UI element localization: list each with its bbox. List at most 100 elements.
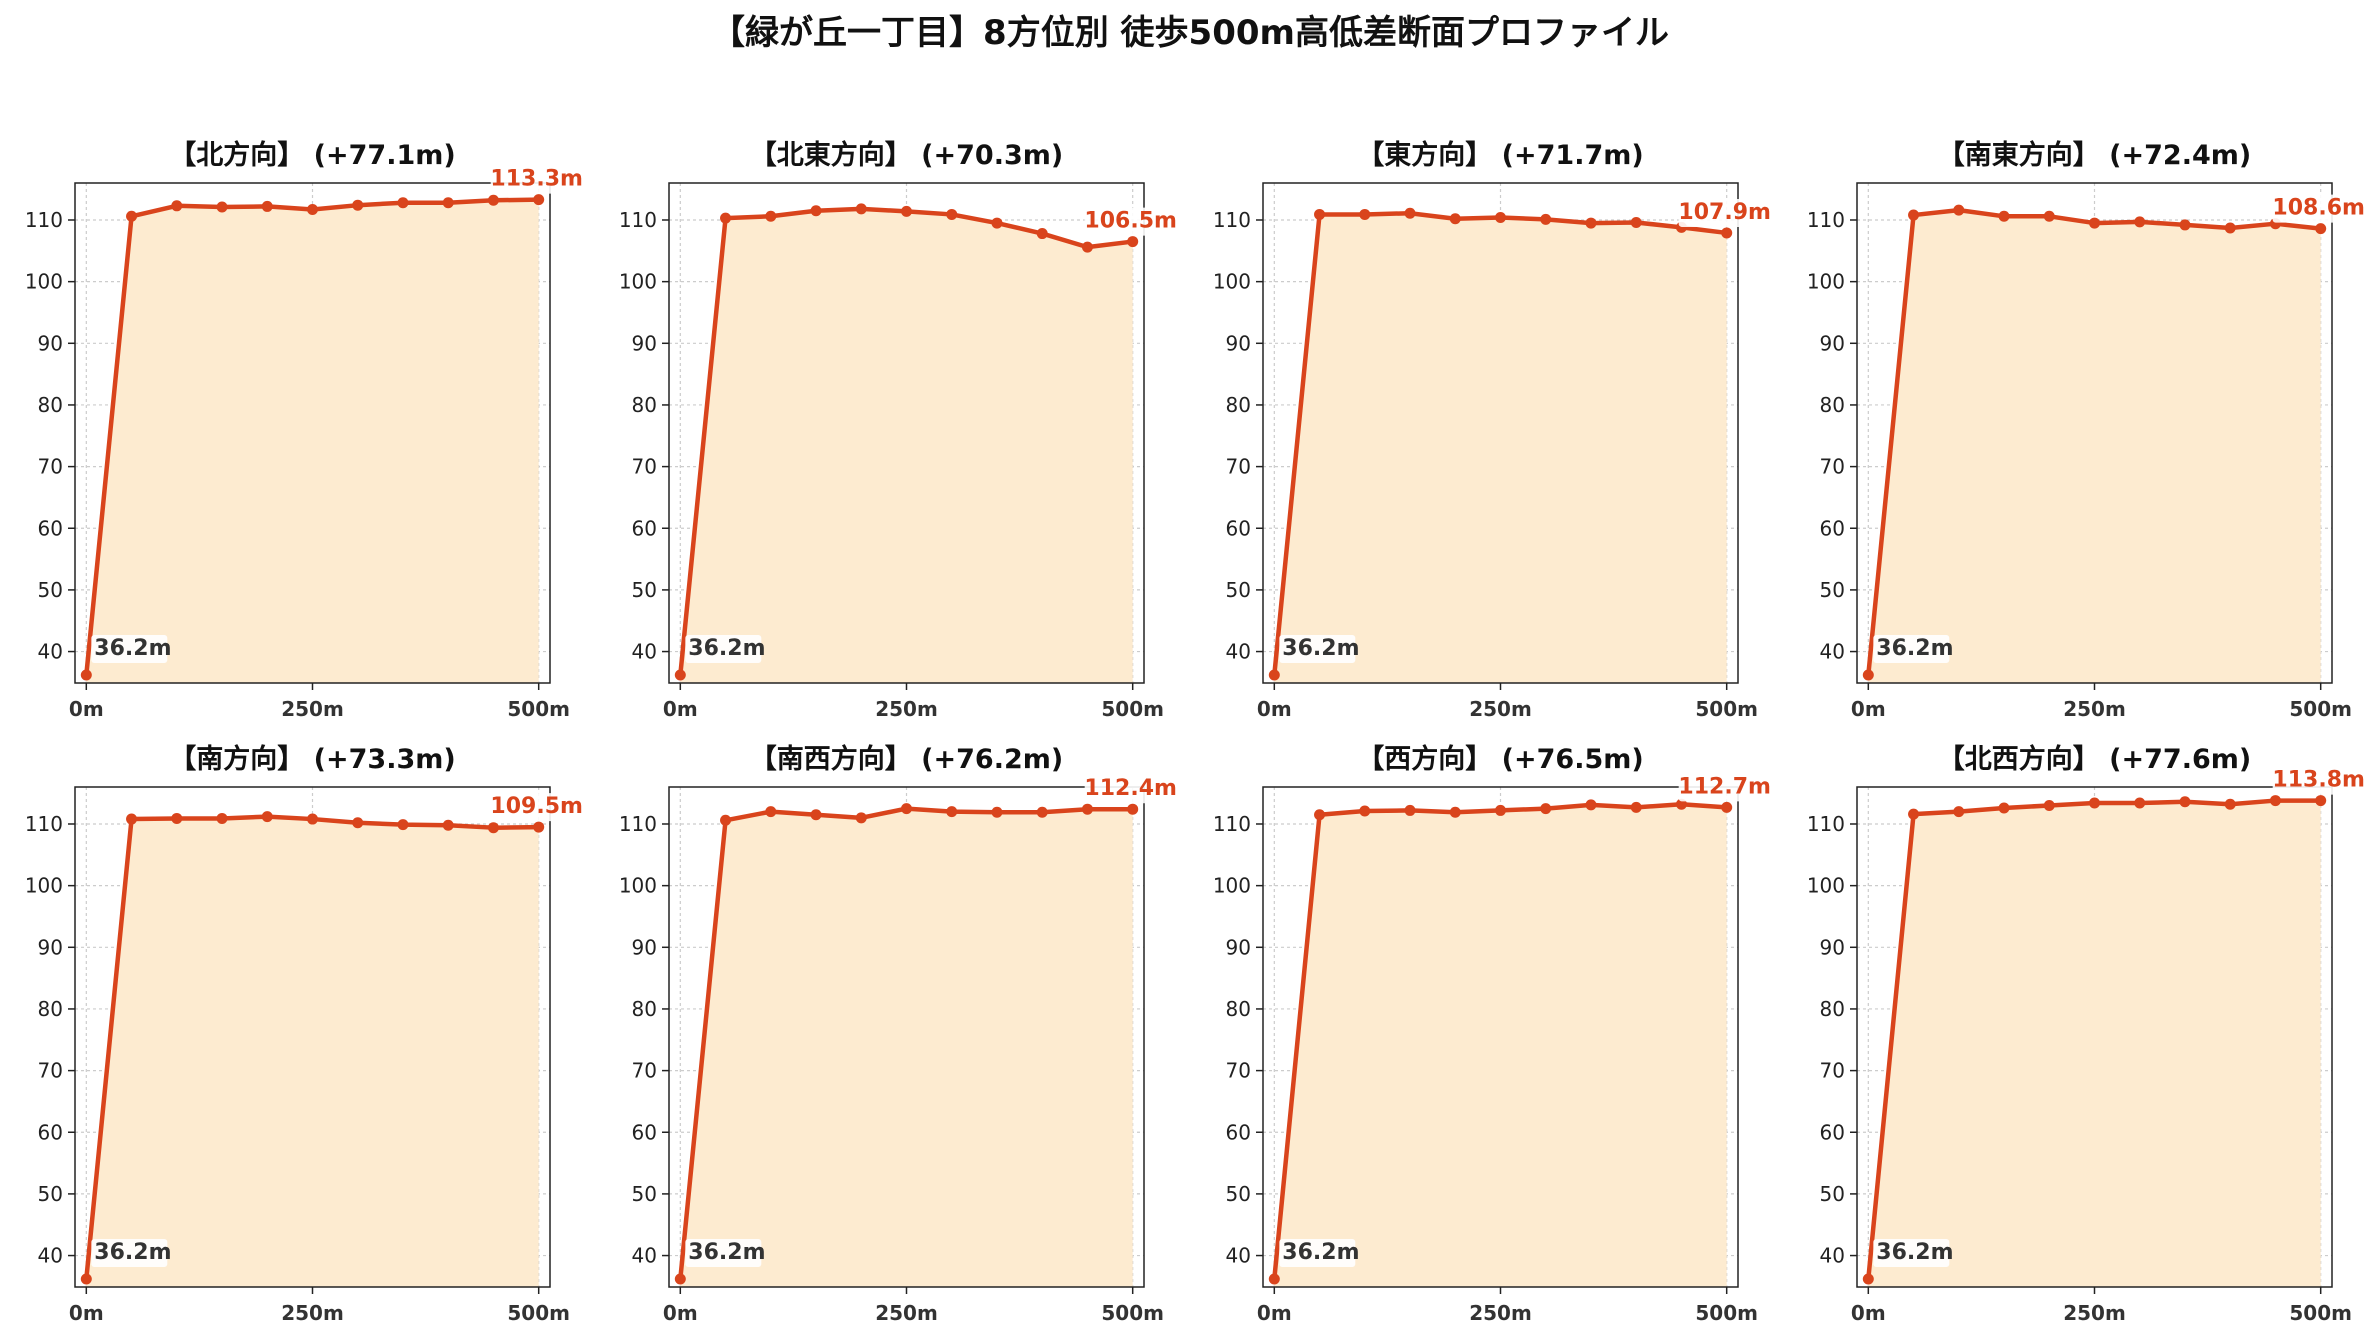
data-point [216, 201, 228, 213]
end-label-box [2272, 766, 2363, 795]
data-point [2089, 217, 2100, 229]
y-tick-label: 80 [1820, 997, 1845, 1021]
x-tick-label: 250m [2063, 1301, 2126, 1325]
elevation-area [86, 199, 539, 683]
data-point [946, 806, 958, 818]
y-tick-label: 90 [1226, 935, 1251, 959]
figure-title: 【緑が丘一丁目】8方位別 徒歩500m高低差断面プロファイル [711, 13, 1669, 53]
start-label-box [685, 634, 762, 663]
start-elevation-label: 36.2m [94, 1240, 171, 1265]
data-point [2179, 219, 2191, 231]
panel-title: 【西方向】 (+76.5m) [1357, 743, 1643, 775]
y-tick-label: 80 [1226, 997, 1251, 1021]
y-tick-label: 60 [1226, 1120, 1251, 1144]
y-tick-label: 60 [38, 1120, 63, 1144]
data-point [901, 803, 912, 815]
y-tick-label: 100 [1807, 874, 1845, 898]
y-tick-label: 80 [38, 393, 63, 417]
y-tick-label: 50 [1226, 1182, 1251, 1206]
y-tick-label: 70 [1820, 1059, 1845, 1083]
data-point [1998, 802, 2010, 814]
data-point [1495, 212, 1506, 224]
data-point [765, 210, 777, 222]
y-tick-label: 80 [632, 997, 657, 1021]
elevation-area [1274, 804, 1727, 1287]
data-point [1449, 213, 1461, 225]
data-point [1449, 806, 1461, 818]
start-label-box [91, 1238, 168, 1267]
data-point [171, 200, 183, 212]
y-tick-label: 70 [632, 455, 657, 479]
data-point [1314, 208, 1326, 220]
x-tick-label: 0m [1257, 1301, 1292, 1325]
data-point [810, 809, 822, 821]
y-tick-label: 60 [1820, 516, 1845, 540]
data-point [397, 197, 409, 209]
data-point [533, 821, 545, 833]
y-tick-label: 110 [25, 812, 63, 836]
end-label-box [1084, 775, 1175, 804]
data-point [487, 822, 499, 834]
x-tick-label: 500m [2289, 1301, 2352, 1325]
y-tick-label: 90 [1820, 935, 1845, 959]
data-point [720, 814, 732, 826]
y-tick-label: 110 [1807, 812, 1845, 836]
data-point [991, 806, 1003, 818]
x-tick-label: 0m [1257, 697, 1292, 721]
data-point [1540, 213, 1552, 225]
y-tick-label: 40 [1226, 1244, 1251, 1268]
data-point [80, 1273, 92, 1285]
data-point [487, 194, 499, 206]
data-point [307, 204, 318, 216]
start-label-box [91, 634, 168, 663]
y-tick-label: 100 [1807, 270, 1845, 294]
x-tick-label: 250m [875, 697, 938, 721]
end-label-box [490, 165, 581, 194]
profile-panel-8: 【北西方向】 (+77.6m) 40 50 60 70 80 90 100 110 0m 250m 5… [1807, 743, 2365, 1325]
y-tick-label: 70 [632, 1059, 657, 1083]
start-elevation-label: 36.2m [1876, 636, 1953, 661]
y-tick-label: 40 [38, 640, 63, 664]
panel-title: 【北西方向】 (+77.6m) [1938, 743, 2251, 775]
x-tick-label: 250m [281, 1301, 344, 1325]
panel-title: 【北東方向】 (+70.3m) [750, 139, 1063, 171]
x-tick-label: 500m [507, 697, 570, 721]
data-point [1630, 216, 1642, 228]
data-point [2315, 795, 2327, 807]
data-point [1359, 208, 1371, 220]
elevation-area [1274, 213, 1727, 683]
end-elevation-label: 112.7m [1678, 774, 1771, 799]
y-tick-label: 90 [38, 935, 63, 959]
y-tick-label: 60 [38, 516, 63, 540]
data-point [533, 194, 545, 206]
data-point [946, 208, 958, 220]
y-tick-label: 50 [1226, 578, 1251, 602]
x-tick-label: 250m [875, 1301, 938, 1325]
y-tick-label: 100 [25, 874, 63, 898]
y-tick-label: 90 [1820, 331, 1845, 355]
data-point [1359, 805, 1371, 817]
y-tick-label: 100 [1213, 874, 1251, 898]
data-point [991, 217, 1003, 229]
data-point [1721, 227, 1733, 239]
y-tick-label: 50 [38, 578, 63, 602]
start-elevation-label: 36.2m [94, 636, 171, 661]
start-label-box [1873, 1238, 1950, 1267]
end-label-box [1678, 773, 1769, 802]
end-label-box [490, 793, 581, 822]
data-point [261, 200, 273, 212]
end-elevation-label: 113.3m [490, 167, 583, 192]
y-tick-label: 40 [1226, 640, 1251, 664]
y-tick-label: 80 [1226, 393, 1251, 417]
start-elevation-label: 36.2m [1876, 1240, 1953, 1265]
data-point [855, 812, 867, 824]
y-tick-label: 60 [1226, 516, 1251, 540]
data-point [216, 812, 228, 824]
data-point [1998, 210, 2010, 222]
y-tick-label: 90 [38, 331, 63, 355]
profile-panel-6: 【南西方向】 (+76.2m) 40 50 60 70 80 90 100 110 0m 250m 5… [619, 743, 1177, 1325]
data-point [80, 669, 92, 681]
panel-grid: 【北方向】 (+77.1m) 40 50 60 70 80 90 100 110 0m 250m 50… [25, 139, 2365, 1325]
data-point [2134, 216, 2146, 228]
end-elevation-label: 112.4m [1084, 776, 1177, 801]
